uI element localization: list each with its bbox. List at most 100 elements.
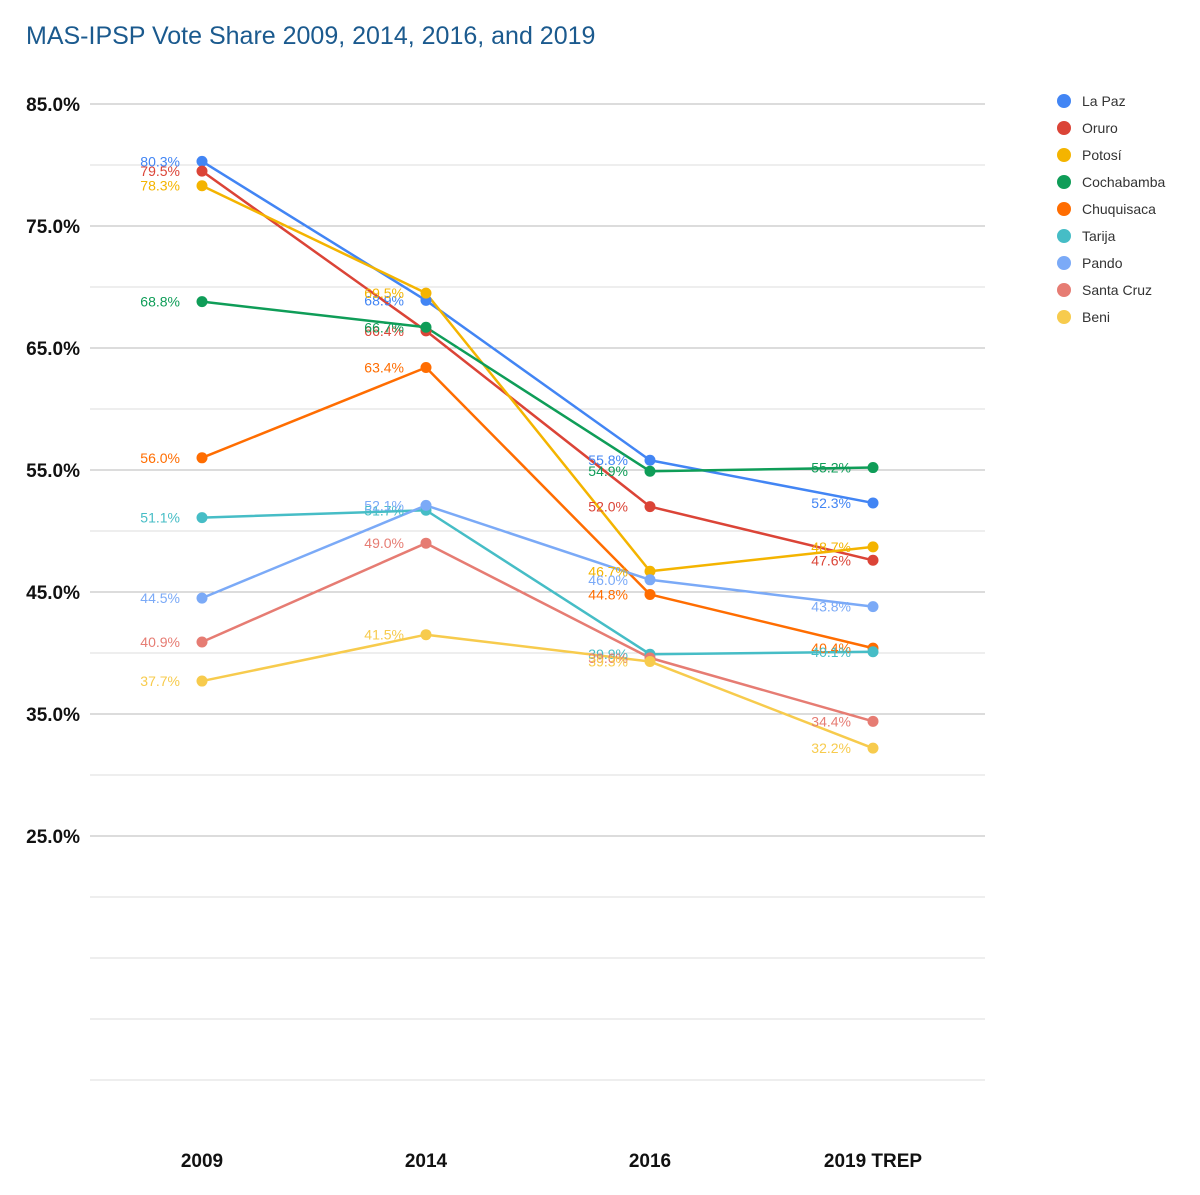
data-point — [867, 497, 879, 509]
data-label: 51.1% — [140, 510, 180, 526]
data-point — [644, 501, 656, 513]
legend-marker — [1057, 202, 1071, 216]
y-tick-label: 75.0% — [26, 217, 80, 238]
data-label: 55.2% — [811, 460, 851, 476]
data-point — [420, 537, 432, 549]
data-label: 39.6% — [588, 650, 628, 666]
data-point — [867, 742, 879, 754]
legend-marker — [1057, 94, 1071, 108]
data-point — [196, 296, 208, 308]
data-label: 44.5% — [140, 590, 180, 606]
series-line — [201, 366, 874, 650]
data-label: 34.4% — [811, 713, 851, 729]
data-label: 52.3% — [811, 495, 851, 511]
legend-label: Oruro — [1082, 120, 1118, 136]
legend-marker — [1057, 256, 1071, 270]
data-label: 43.8% — [811, 599, 851, 615]
data-point — [644, 588, 656, 600]
data-point — [644, 465, 656, 477]
series-line — [201, 170, 874, 562]
legend-marker — [1057, 310, 1071, 324]
data-label: 69.5% — [364, 285, 404, 301]
legend-marker — [1057, 283, 1071, 297]
data-label: 46.0% — [588, 572, 628, 588]
chart-title: MAS-IPSP Vote Share 2009, 2014, 2016, an… — [26, 22, 596, 50]
y-tick-label: 45.0% — [26, 583, 80, 604]
data-label: 32.2% — [811, 740, 851, 756]
data-label: 80.3% — [140, 153, 180, 169]
data-point — [867, 715, 879, 727]
data-label: 56.0% — [140, 450, 180, 466]
data-label: 63.4% — [364, 360, 404, 376]
y-tick-label: 85.0% — [26, 95, 80, 116]
data-point — [867, 462, 879, 474]
data-label: 39.3% — [588, 654, 628, 670]
series-line — [201, 300, 874, 473]
data-label: 41.5% — [364, 627, 404, 643]
legend-label: Cochabamba — [1082, 174, 1165, 190]
y-tick-label: 25.0% — [26, 827, 80, 848]
data-label: 79.5% — [140, 163, 180, 179]
y-tick-label: 65.0% — [26, 339, 80, 360]
legend-label: La Paz — [1082, 93, 1126, 109]
data-point — [867, 554, 879, 566]
data-point — [644, 656, 656, 668]
data-label: 68.8% — [140, 294, 180, 310]
data-label: 55.8% — [588, 452, 628, 468]
data-label: 40.9% — [140, 634, 180, 650]
data-point — [867, 601, 879, 613]
data-label: 52.1% — [364, 497, 404, 513]
legend-label: Santa Cruz — [1082, 282, 1152, 298]
data-point — [196, 512, 208, 524]
legend-marker — [1057, 229, 1071, 243]
data-label: 54.9% — [588, 463, 628, 479]
data-label: 48.7% — [811, 539, 851, 555]
data-point — [644, 565, 656, 577]
x-tick-label: 2019 TREP — [824, 1151, 923, 1172]
series-line — [201, 509, 874, 656]
grid — [90, 103, 985, 1081]
series-line — [201, 541, 874, 723]
data-point — [420, 499, 432, 511]
data-point — [196, 165, 208, 177]
data-label: 52.0% — [588, 499, 628, 515]
data-point — [196, 636, 208, 648]
series-line — [201, 504, 874, 608]
legend-label: Chuquisaca — [1082, 201, 1156, 217]
data-point — [196, 592, 208, 604]
data-point — [867, 646, 879, 658]
data-point — [196, 180, 208, 192]
legend-marker — [1057, 175, 1071, 189]
series-line — [201, 184, 874, 573]
data-label: 51.7% — [364, 502, 404, 518]
legend-label: Beni — [1082, 309, 1110, 325]
data-label: 40.4% — [811, 640, 851, 656]
x-tick-label: 2009 — [181, 1151, 223, 1172]
data-point — [644, 574, 656, 586]
data-point — [196, 155, 208, 167]
data-point — [420, 362, 432, 374]
data-label: 47.6% — [811, 552, 851, 568]
x-tick-label: 2016 — [629, 1151, 671, 1172]
legend-marker — [1057, 148, 1071, 162]
data-label: 40.1% — [811, 644, 851, 660]
data-point — [420, 321, 432, 333]
series-line — [201, 633, 874, 750]
data-label: 44.8% — [588, 586, 628, 602]
legend-label: Pando — [1082, 255, 1123, 271]
y-tick-label: 35.0% — [26, 705, 80, 726]
data-label: 66.7% — [364, 319, 404, 335]
legend-label: Tarija — [1082, 228, 1116, 244]
data-label: 49.0% — [364, 535, 404, 551]
data-label: 37.7% — [140, 673, 180, 689]
y-tick-label: 55.0% — [26, 461, 80, 482]
legend-label: Potosí — [1082, 147, 1122, 163]
data-point — [420, 629, 432, 641]
data-point — [196, 452, 208, 464]
data-label: 39.9% — [588, 646, 628, 662]
data-point — [420, 287, 432, 299]
data-point — [867, 541, 879, 553]
legend-marker — [1057, 121, 1071, 135]
